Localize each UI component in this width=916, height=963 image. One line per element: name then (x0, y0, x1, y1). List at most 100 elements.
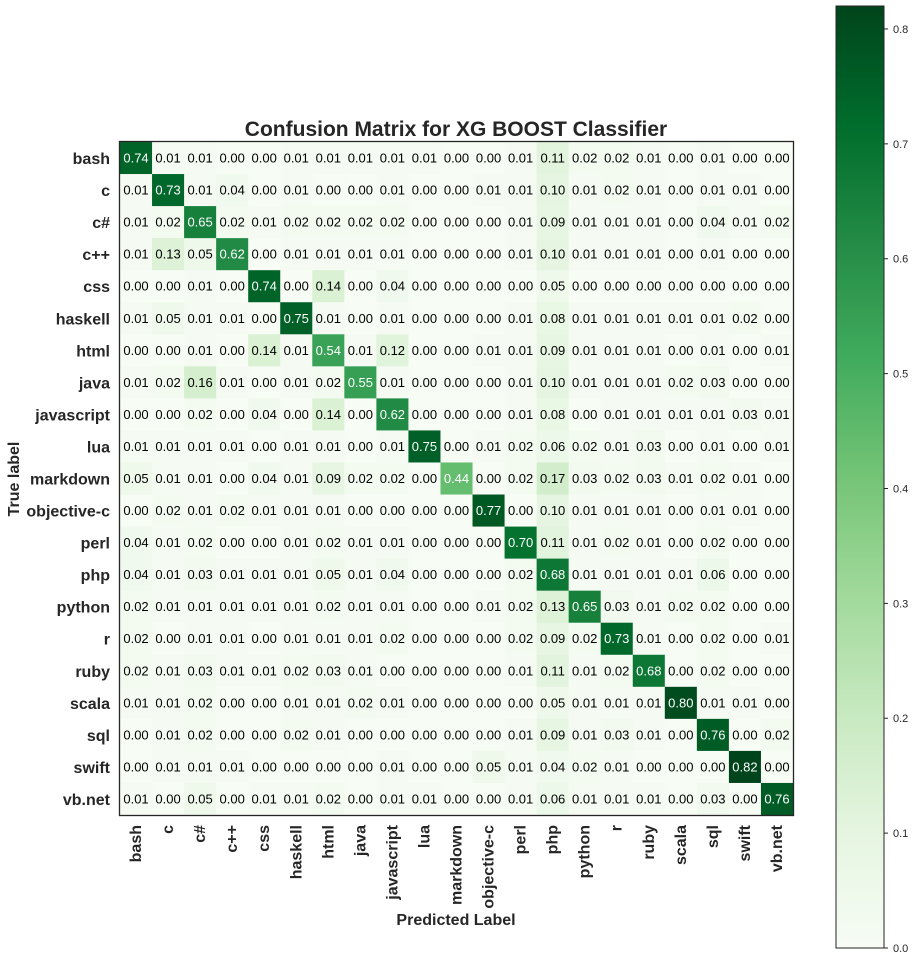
heatmap-cell (600, 558, 634, 592)
cell-value-label: 0.74 (123, 151, 148, 166)
heatmap-cell (664, 622, 698, 656)
heatmap-cell (536, 398, 570, 431)
heatmap-cell (760, 462, 794, 496)
y-tick-label: haskell (56, 311, 110, 328)
heatmap-cell (760, 398, 794, 431)
cell-value-label: 0.01 (572, 567, 597, 582)
heatmap-cell (184, 654, 217, 688)
cell-value-label: 0.01 (476, 183, 501, 198)
cell-value-label: 0.02 (508, 439, 533, 454)
cell-value-label: 0.01 (668, 567, 693, 582)
cell-value-label: 0.01 (572, 215, 597, 230)
heatmap-cell (408, 686, 441, 720)
heatmap-cell (216, 686, 249, 720)
colorbar-tick-label: 0.0 (893, 943, 908, 955)
heatmap-cell (536, 686, 570, 720)
cell-value-label: 0.82 (732, 759, 757, 774)
heatmap-cell (632, 206, 666, 239)
heatmap-cell (568, 622, 602, 656)
cell-value-label: 0.00 (155, 791, 180, 806)
cell-value-label: 0.68 (540, 567, 565, 582)
cell-value-label: 0.02 (508, 567, 533, 582)
cell-value-label: 0.02 (572, 759, 597, 774)
heatmap-cell (344, 238, 377, 271)
cell-value-label: 0.00 (412, 311, 437, 326)
heatmap-cell (376, 366, 409, 399)
cell-value-label: 0.05 (540, 279, 565, 294)
heatmap-cell (120, 334, 153, 367)
cell-value-label: 0.04 (540, 759, 565, 774)
heatmap-cell (184, 686, 217, 720)
cell-value-label: 0.01 (380, 599, 405, 614)
cell-value-label: 0.01 (700, 503, 725, 518)
heatmap-cell (248, 270, 281, 303)
x-tick-label: r (609, 825, 626, 831)
cell-value-label: 0.01 (155, 439, 180, 454)
heatmap-cell (248, 750, 281, 784)
heatmap-cell (248, 302, 281, 335)
heatmap-cell (216, 590, 249, 624)
cell-value-label: 0.01 (700, 407, 725, 422)
heatmap-cell (472, 718, 506, 752)
cell-value-label: 0.08 (540, 407, 565, 422)
cell-value-label: 0.01 (604, 311, 629, 326)
heatmap-cell (504, 526, 538, 560)
cell-value-label: 0.02 (572, 151, 597, 166)
heatmap-cell (664, 270, 698, 303)
heatmap-cell (184, 238, 217, 271)
cell-value-label: 0.01 (123, 439, 148, 454)
cell-value-label: 0.00 (668, 247, 693, 262)
cell-value-label: 0.00 (476, 375, 501, 390)
cell-value-label: 0.00 (508, 695, 533, 710)
heatmap-cell (600, 782, 634, 816)
y-tick-labels: bash c c# c++ css haskell html java javascript lu… (26, 151, 110, 809)
heatmap-cell (216, 174, 249, 207)
heatmap-cell (344, 654, 377, 688)
y-tick-label: ruby (75, 664, 110, 681)
heatmap-cell (344, 558, 377, 592)
cell-value-label: 0.00 (252, 151, 277, 166)
heatmap-cell (152, 590, 185, 624)
heatmap-cell (280, 782, 313, 816)
heatmap-cell (440, 366, 474, 399)
heatmap-cell (472, 366, 506, 399)
cell-value-label: 0.01 (380, 183, 405, 198)
heatmap-cell (376, 238, 409, 271)
cell-value-label: 0.00 (732, 535, 757, 550)
heatmap-cell (280, 334, 313, 367)
heatmap-cell (472, 302, 506, 335)
heatmap-cell (664, 398, 698, 431)
cell-value-label: 0.65 (572, 599, 597, 614)
heatmap-cell (440, 142, 474, 175)
heatmap-cell (568, 238, 602, 271)
heatmap-cell (312, 718, 345, 752)
heatmap-cell (152, 558, 185, 592)
cell-value-label: 0.00 (380, 663, 405, 678)
cell-value-label: 0.00 (380, 727, 405, 742)
cell-value-label: 0.02 (508, 631, 533, 646)
heatmap-cell (280, 462, 313, 496)
cell-value-label: 0.01 (572, 183, 597, 198)
cell-value-label: 0.01 (508, 375, 533, 390)
cell-value-label: 0.09 (540, 727, 565, 742)
heatmap-cell (504, 590, 538, 624)
heatmap-cell (344, 622, 377, 656)
cell-value-label: 0.00 (348, 503, 373, 518)
cell-value-label: 0.03 (572, 471, 597, 486)
heatmap-cell (664, 558, 698, 592)
heatmap-cell (600, 590, 634, 624)
cell-value-label: 0.04 (123, 567, 148, 582)
heatmap-cell (248, 206, 281, 239)
heatmap-cell (600, 430, 634, 463)
cell-value-label: 0.00 (412, 503, 437, 518)
heatmap-cell (600, 526, 634, 560)
cell-value-label: 0.03 (700, 375, 725, 390)
cell-value-label: 0.01 (604, 695, 629, 710)
heatmap-cell (632, 142, 666, 175)
cell-value-label: 0.01 (604, 247, 629, 262)
cell-value-label: 0.01 (700, 247, 725, 262)
heatmap-cell (184, 590, 217, 624)
heatmap-cell (696, 718, 730, 752)
cell-value-label: 0.02 (123, 631, 148, 646)
heatmap-cell (152, 750, 185, 784)
